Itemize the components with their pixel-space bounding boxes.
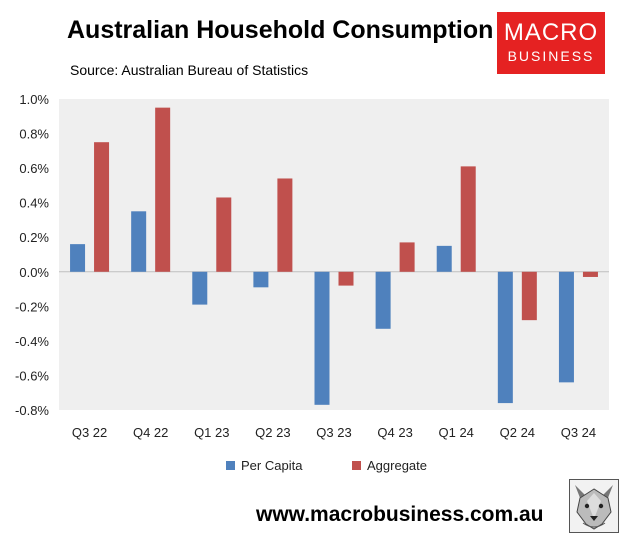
x-tick-label: Q4 23 [377,425,412,440]
legend-label: Per Capita [241,458,303,473]
logo-line-1: MACRO [503,19,599,46]
logo-line-2: BUSINESS [507,48,595,64]
bar-per-capita [253,271,269,288]
bar-aggregate [277,178,293,272]
bar-per-capita [375,271,391,329]
x-tick-label: Q3 22 [72,425,107,440]
macrobusiness-logo: MACRO BUSINESS [497,12,605,74]
x-tick-label: Q4 22 [133,425,168,440]
bar-per-capita [558,271,574,383]
bar-per-capita [436,245,452,272]
y-tick-label: 0.2% [19,230,49,245]
y-tick-label: -0.6% [15,368,49,383]
bar-aggregate [155,107,171,272]
bar-aggregate [582,271,598,277]
legend-swatch [352,461,361,470]
x-tick-label: Q1 23 [194,425,229,440]
chart-title: Australian Household Consumption [67,16,494,44]
bar-per-capita [70,244,86,272]
x-tick-label: Q2 23 [255,425,290,440]
bar-aggregate [338,271,354,286]
bar-per-capita [497,271,513,404]
bar-aggregate [94,142,110,272]
bar-per-capita [314,271,330,405]
x-tick-label: Q2 24 [500,425,535,440]
bar-per-capita [131,211,147,272]
y-tick-label: -0.2% [15,299,49,314]
website-url: www.macrobusiness.com.au [256,503,544,526]
bar-per-capita [192,271,208,305]
bar-aggregate [460,166,476,272]
y-tick-label: 0.0% [19,265,49,280]
chart-subtitle: Source: Australian Bureau of Statistics [70,62,309,78]
bar-aggregate [216,197,232,272]
y-tick-label: 0.4% [19,196,49,211]
y-tick-label: 0.8% [19,127,49,142]
x-tick-label: Q3 23 [316,425,351,440]
x-tick-label: Q1 24 [439,425,474,440]
bar-aggregate [399,242,415,272]
y-tick-label: 0.6% [19,161,49,176]
x-tick-label: Q3 24 [561,425,596,440]
wolf-face-icon [569,479,619,533]
bar-aggregate [521,271,537,321]
legend-swatch [226,461,235,470]
legend-label: Aggregate [367,458,427,473]
y-tick-label: 1.0% [19,92,49,107]
plot-area [59,99,609,410]
y-tick-label: -0.8% [15,403,49,418]
y-tick-label: -0.4% [15,334,49,349]
